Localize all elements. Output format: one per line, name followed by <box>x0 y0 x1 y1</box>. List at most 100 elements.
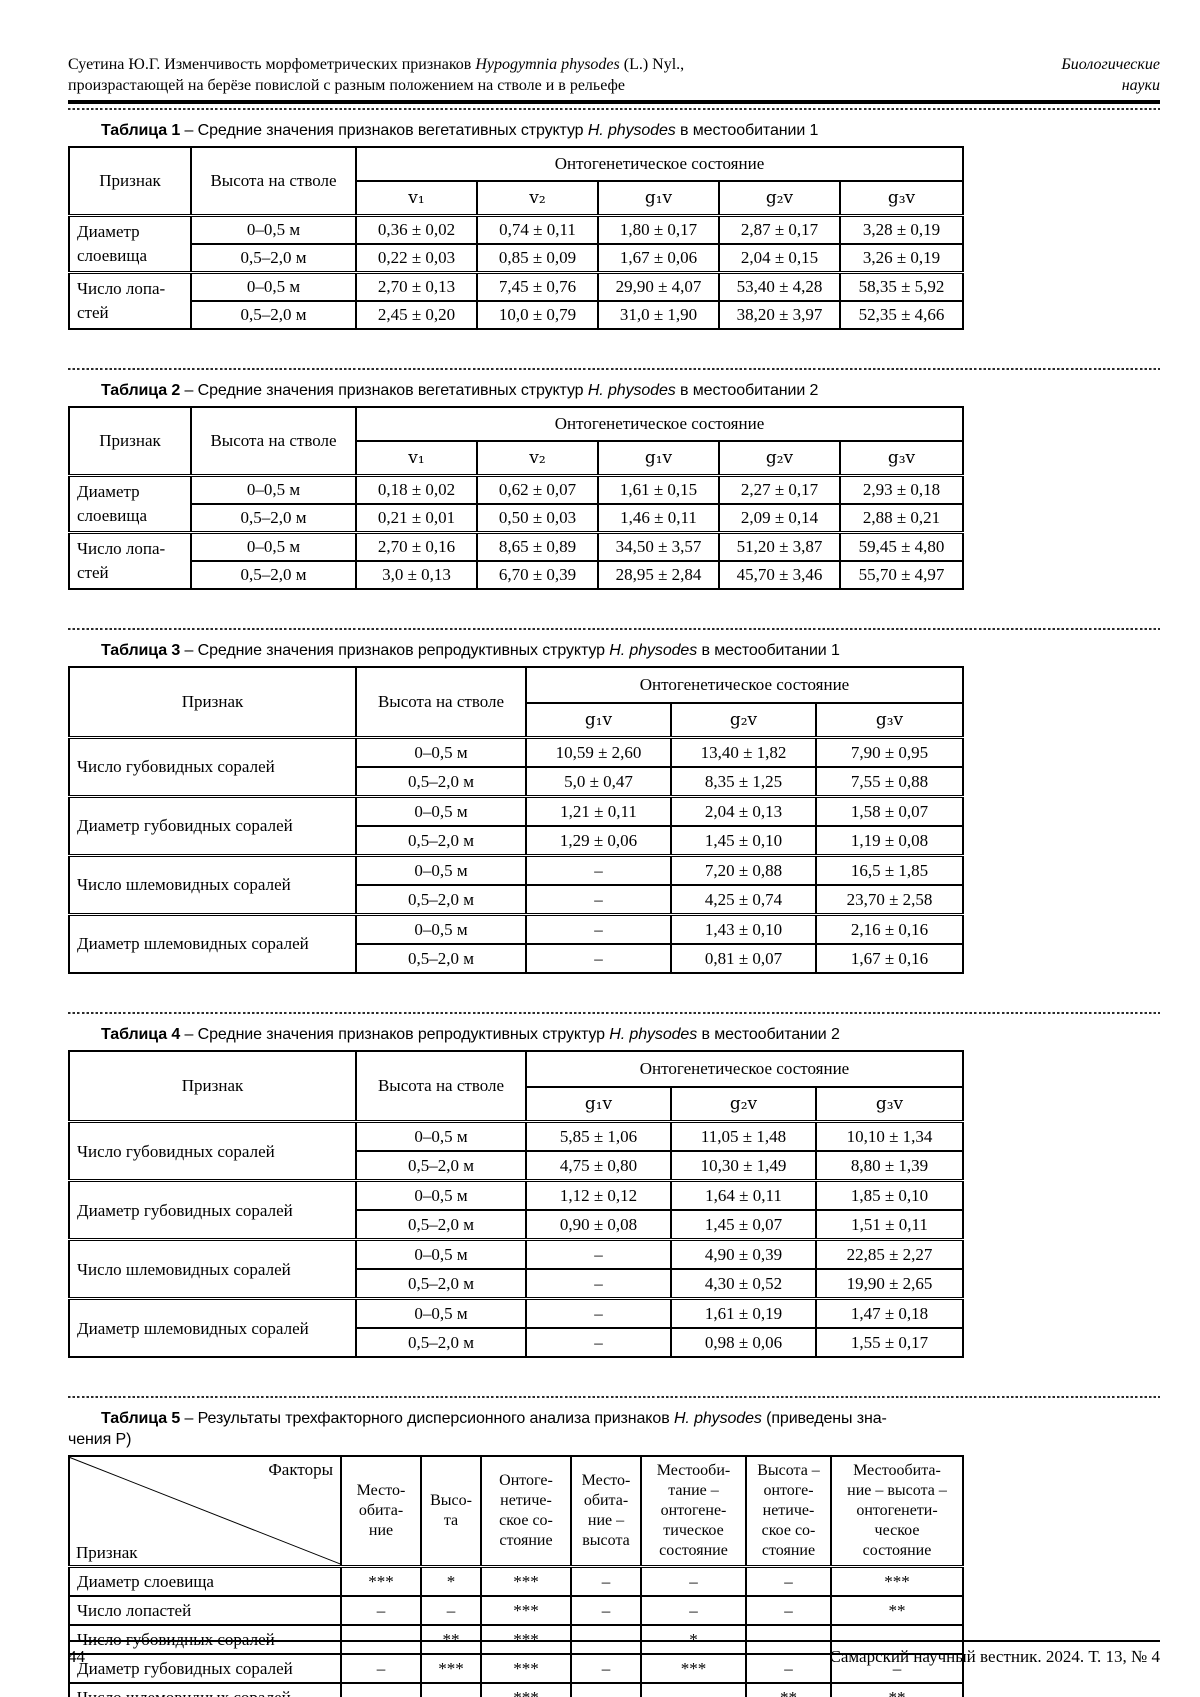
value-cell: 2,87 ± 0,17 <box>718 214 841 245</box>
table5-caption: Таблица 5 – Результаты трехфакторного ди… <box>68 1408 1160 1450</box>
height-cell: 0–0,5 м <box>355 854 527 886</box>
p-value-cell: – <box>340 1624 422 1656</box>
table4-caption: Таблица 4 – Средние значения признаков р… <box>68 1024 1160 1045</box>
p-value-cell: – <box>570 1565 642 1598</box>
table-row: Диаметр слоевища 0–0,5 м 0,18 ± 0,02 0,62… <box>68 474 965 534</box>
table-row: 0,5–2,0 м – 0,81 ± 0,07 1,67 ± 0,16 <box>69 942 965 974</box>
section-line: Биологические <box>1061 56 1160 73</box>
table2-caption-label: Таблица 2 <box>101 381 181 399</box>
header-feature: Признак <box>68 665 357 739</box>
value-cell: 13,40 ± 1,82 <box>670 736 817 768</box>
height-cell: 0,5–2,0 м <box>355 1209 527 1241</box>
table-row: Число шлемовидных соралей – – *** – – **… <box>68 1682 964 1697</box>
table1-caption-text: – Средние значения признаков вегетативны… <box>180 121 588 139</box>
value-cell: 4,90 ± 0,39 <box>670 1238 817 1271</box>
height-cell: 0,5–2,0 м <box>355 883 527 916</box>
value-cell: 1,51 ± 0,11 <box>814 1209 965 1241</box>
species-name: Hypogymnia physodes <box>475 56 620 73</box>
table4-caption-label: Таблица 4 <box>101 1025 181 1043</box>
value-cell: 1,21 ± 0,11 <box>525 795 672 827</box>
value-cell: 0,22 ± 0,03 <box>355 242 478 274</box>
state-header-g3v: g₃v <box>814 701 965 739</box>
table-3: Признак Высота на стволе Онтогенетическо… <box>68 665 965 974</box>
height-cell: 0,5–2,0 м <box>190 559 357 590</box>
feature-cell: Диаметр губовидных соралей <box>68 1653 342 1685</box>
height-cell: 0–0,5 м <box>355 1179 527 1212</box>
p-value-cell: – <box>830 1624 964 1656</box>
p-value-cell: ** <box>745 1682 832 1697</box>
value-cell: 0,21 ± 0,01 <box>355 502 478 534</box>
value-cell: 2,16 ± 0,16 <box>814 913 965 945</box>
factor-header-habitat-height-state: Местообита- ние – высота – онтогенети- ч… <box>830 1455 964 1568</box>
feature-cell: Число губовидных соралей <box>68 1120 357 1182</box>
feature-line: стей <box>77 302 109 322</box>
p-value-cell: ** <box>830 1595 964 1627</box>
value-cell: 0,50 ± 0,03 <box>476 502 599 534</box>
value-cell: 6,70 ± 0,39 <box>476 559 599 590</box>
value-cell: 2,88 ± 0,21 <box>838 502 965 534</box>
height-cell: 0–0,5 м <box>355 1297 527 1330</box>
value-cell: 2,70 ± 0,13 <box>355 271 478 302</box>
table-row: 0,5–2,0 м – 0,98 ± 0,06 1,55 ± 0,17 <box>69 1327 965 1359</box>
value-cell: 1,46 ± 0,11 <box>597 502 720 534</box>
value-cell: 51,20 ± 3,87 <box>718 531 841 562</box>
table5-caption-tail: (приведены зна- чения Р) <box>68 1410 887 1449</box>
value-cell: 0,81 ± 0,07 <box>670 942 817 974</box>
table-row: Число лопа-стей 0–0,5 м 2,70 ± 0,13 7,45… <box>68 271 965 330</box>
corner-feature-label: Признак <box>76 1543 138 1563</box>
value-cell: 34,50 ± 3,57 <box>597 531 720 562</box>
feature-cell: Диаметр губовидных соралей <box>68 795 357 857</box>
header-ontogenetic-state: Онтогенетическое состояние <box>524 665 965 704</box>
value-cell: 52,35 ± 4,66 <box>838 299 965 330</box>
feature-cell: Число шлемовидных соралей <box>68 854 357 916</box>
feature-cell: Диаметр губовидных соралей <box>68 1179 357 1241</box>
table-row: 0,5–2,0 м – 4,30 ± 0,52 19,90 ± 2,65 <box>69 1268 965 1300</box>
value-cell: 2,04 ± 0,13 <box>670 795 817 827</box>
height-cell: 0–0,5 м <box>355 795 527 827</box>
running-head-line2: произрастающей на берёзе повислой с разн… <box>68 76 625 94</box>
value-cell: 7,45 ± 0,76 <box>476 271 599 302</box>
feature-cell: Диаметр шлемовидных соралей <box>68 1297 357 1359</box>
table-row: 0,5–2,0 м 0,21 ± 0,01 0,50 ± 0,03 1,46 ±… <box>69 502 965 534</box>
value-cell: 8,80 ± 1,39 <box>814 1150 965 1182</box>
feature-cell: Диаметр слоевища <box>68 1565 342 1598</box>
value-cell: – <box>525 1327 672 1359</box>
p-value-cell: *** <box>640 1653 747 1685</box>
value-cell: 0,18 ± 0,02 <box>355 474 478 505</box>
table-row: Число лопа-стей 0–0,5 м 2,70 ± 0,16 8,65… <box>68 531 965 590</box>
page-footer: 44 Самарский научный вестник. 2024. Т. 1… <box>68 1640 1160 1667</box>
state-header-g1v: g₁v <box>597 439 720 477</box>
value-cell: 1,29 ± 0,06 <box>525 824 672 857</box>
table-2: Признак Высота на стволе Онтогенетическо… <box>68 405 965 590</box>
header-ontogenetic-state: Онтогенетическое состояние <box>524 1050 965 1089</box>
feature-cell: Число шлемовидных соралей <box>68 1238 357 1300</box>
height-cell: 0–0,5 м <box>190 271 357 302</box>
table-row: 0,5–2,0 м 5,0 ± 0,47 8,35 ± 1,25 7,55 ± … <box>69 765 965 798</box>
p-value-cell: ** <box>830 1682 964 1697</box>
value-cell: 8,65 ± 0,89 <box>476 531 599 562</box>
p-value-cell: – <box>745 1624 832 1656</box>
height-cell: 0,5–2,0 м <box>355 824 527 857</box>
value-cell: 1,19 ± 0,08 <box>814 824 965 857</box>
corner-factors-label: Факторы <box>268 1460 333 1480</box>
value-cell: 58,35 ± 5,92 <box>838 271 965 302</box>
feature-line: Число лопа- <box>77 278 166 298</box>
p-value-cell: – <box>340 1682 422 1697</box>
height-cell: 0,5–2,0 м <box>355 1327 527 1359</box>
table-row: 0,5–2,0 м 4,75 ± 0,80 10,30 ± 1,49 8,80 … <box>69 1150 965 1182</box>
height-cell: 0–0,5 м <box>190 214 357 245</box>
table-row: Число шлемовидных соралей 0–0,5 м – 7,20… <box>68 854 965 916</box>
value-cell: 7,55 ± 0,88 <box>814 765 965 798</box>
feature-cell: Диаметр шлемовидных соралей <box>68 913 357 974</box>
table-row: Число лопастей – – *** – – – ** <box>68 1595 964 1627</box>
value-cell: 1,45 ± 0,07 <box>670 1209 817 1241</box>
p-value-cell: – <box>640 1595 747 1627</box>
header-height-on-trunk: Высота на стволе <box>190 405 357 477</box>
species-name: H. physodes <box>609 1025 698 1043</box>
feature-cell: Число лопа-стей <box>68 271 192 330</box>
feature-cell: Число лопастей <box>68 1595 342 1627</box>
table-row: Число губовидных соралей 0–0,5 м 5,85 ± … <box>68 1120 965 1182</box>
table5-caption-text: – Результаты трехфакторного дисперсионно… <box>180 1410 674 1428</box>
height-cell: 0,5–2,0 м <box>355 1268 527 1300</box>
p-value-cell: – <box>570 1682 642 1697</box>
